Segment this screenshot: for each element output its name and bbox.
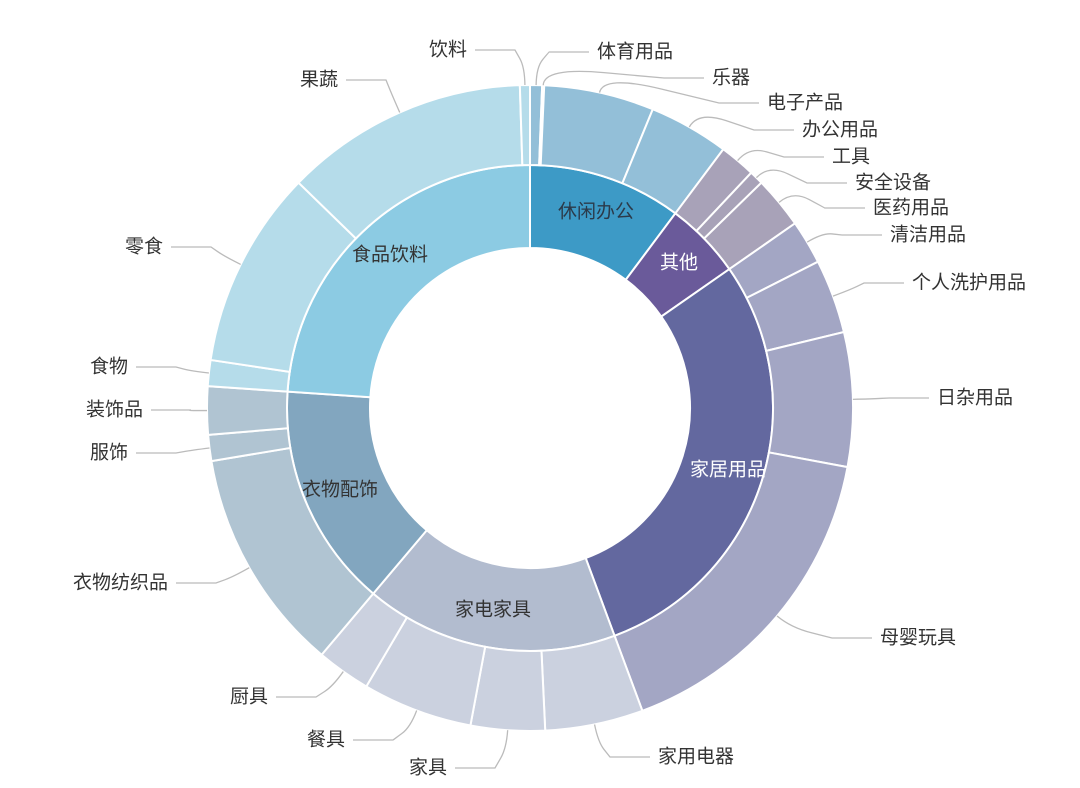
outer-label: 饮料 — [429, 39, 467, 61]
outer-label: 乐器 — [712, 67, 750, 89]
outer-label: 母婴玩具 — [880, 627, 956, 649]
outer-label: 厨具 — [230, 686, 268, 708]
outer-label: 家具 — [409, 757, 447, 779]
outer-label: 果蔬 — [300, 69, 338, 91]
leader-line — [535, 51, 589, 86]
leader-line — [542, 70, 704, 86]
leader-line — [598, 82, 759, 104]
outer-label: 餐具 — [307, 729, 345, 751]
outer-label: 医药用品 — [873, 197, 949, 219]
outer-label: 零食 — [125, 236, 163, 258]
leader-line — [353, 710, 418, 741]
outer-slice[interactable] — [206, 385, 289, 436]
outer-label: 电子产品 — [767, 92, 843, 114]
leader-line — [778, 195, 865, 209]
outer-label: 日杂用品 — [937, 387, 1013, 409]
inner-label: 食品饮料 — [352, 244, 428, 266]
outer-label: 清洁用品 — [890, 224, 966, 246]
leader-line — [475, 49, 526, 86]
leader-line — [136, 366, 209, 374]
inner-label: 休闲办公 — [558, 201, 634, 223]
leader-line — [852, 397, 929, 401]
leader-line — [151, 409, 208, 412]
leader-line — [688, 116, 794, 131]
inner-label: 其他 — [660, 252, 698, 274]
leader-line — [346, 79, 401, 113]
leader-line — [776, 615, 872, 639]
outer-label: 装饰品 — [86, 399, 143, 421]
leader-line — [171, 246, 241, 265]
outer-slice[interactable] — [764, 330, 854, 469]
inner-label: 家居用品 — [690, 459, 766, 481]
inner-label: 家电家具 — [455, 599, 531, 621]
leader-line — [737, 149, 824, 161]
leader-line — [593, 724, 650, 758]
leader-line — [755, 169, 847, 184]
outer-label: 衣物纺织品 — [73, 572, 168, 594]
outer-label: 体育用品 — [597, 41, 673, 63]
outer-label: 安全设备 — [855, 172, 931, 194]
leader-line — [832, 282, 904, 297]
inner-label: 衣物配饰 — [302, 479, 378, 501]
outer-label: 食物 — [90, 356, 128, 378]
outer-slice[interactable] — [518, 83, 531, 167]
outer-label: 办公用品 — [802, 119, 878, 141]
leader-line — [176, 567, 250, 584]
leader-line — [276, 671, 344, 698]
leader-line — [455, 730, 509, 769]
outer-label: 个人洗护用品 — [912, 272, 1026, 294]
leader-line — [806, 233, 882, 243]
outer-label: 工具 — [832, 146, 870, 168]
leader-line — [136, 447, 210, 454]
outer-label: 服饰 — [90, 442, 128, 464]
outer-label: 家用电器 — [658, 746, 734, 768]
